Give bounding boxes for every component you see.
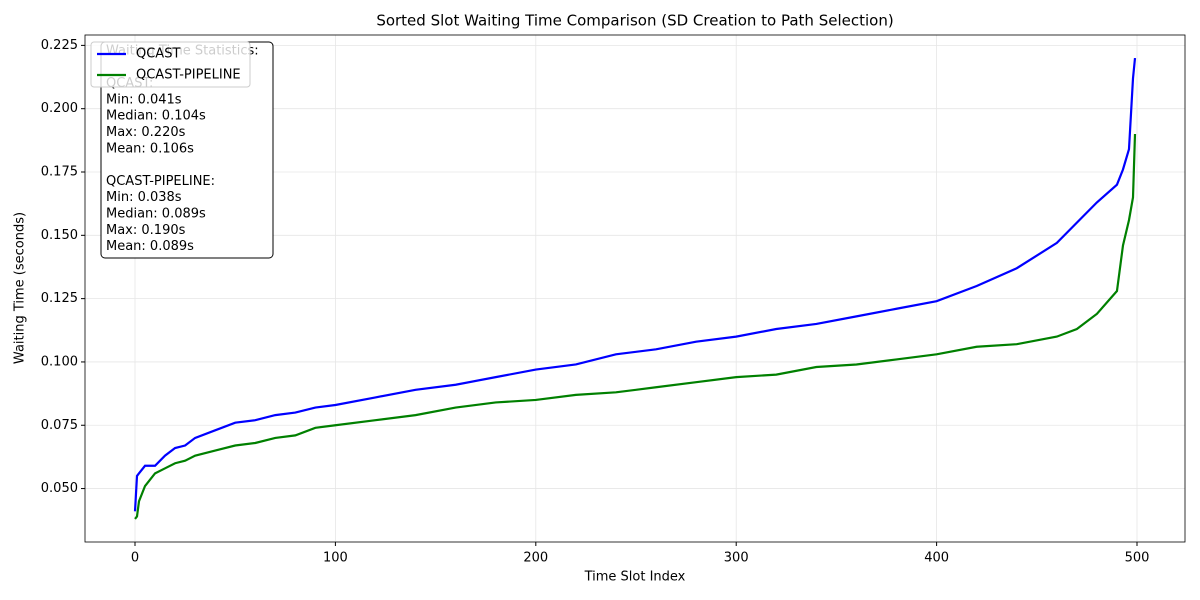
series-line — [133, 57, 1137, 512]
x-tick-label: 300 — [724, 551, 749, 566]
y-tick-label: 0.100 — [41, 354, 78, 369]
x-axis-label: Time Slot Index — [584, 570, 686, 585]
annotation-text: Max: 0.220s — [106, 125, 186, 140]
chart-title: Sorted Slot Waiting Time Comparison (SD … — [376, 12, 893, 30]
annotation-text: Mean: 0.106s — [106, 141, 194, 156]
legend-label: QCAST — [136, 47, 180, 62]
legend-box — [90, 41, 251, 88]
y-tick-label: 0.075 — [41, 418, 78, 433]
annotation-text: Min: 0.041s — [106, 92, 182, 107]
y-tick-label: 0.225 — [41, 38, 78, 53]
x-tick-label: 100 — [323, 551, 348, 566]
plot-frame — [84, 34, 1186, 543]
y-tick-label: 0.175 — [41, 165, 78, 180]
legend-label: QCAST-PIPELINE — [136, 68, 241, 83]
x-tick-label: 0 — [131, 551, 139, 566]
x-tick-label: 400 — [924, 551, 949, 566]
annotation-text: Max: 0.190s — [106, 223, 186, 238]
annotation-text: Median: 0.104s — [106, 109, 206, 124]
x-tick-label: 200 — [523, 551, 548, 566]
series-line — [134, 133, 1137, 520]
y-tick-label: 0.150 — [41, 228, 78, 243]
annotation-text: Mean: 0.089s — [106, 239, 194, 254]
y-tick-label: 0.125 — [41, 291, 78, 306]
y-tick-label: 0.050 — [41, 481, 78, 496]
y-axis-label: Waiting Time (seconds) — [13, 212, 28, 364]
annotation-text: Median: 0.089s — [106, 207, 206, 222]
annotation-text: Min: 0.038s — [106, 190, 182, 205]
x-tick-label: 500 — [1125, 551, 1150, 566]
annotation-text: QCAST-PIPELINE: — [106, 174, 215, 189]
y-tick-label: 0.200 — [41, 101, 78, 116]
